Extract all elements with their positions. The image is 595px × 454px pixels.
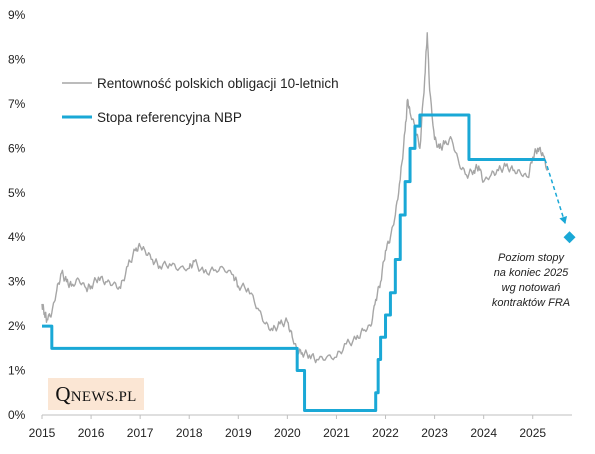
y-tick-label: 7% <box>8 97 26 111</box>
x-tick-label: 2020 <box>274 426 301 440</box>
logo: QNEWS.PL <box>48 378 144 410</box>
y-tick-label: 0% <box>8 408 26 422</box>
y-tick-label: 2% <box>8 319 26 333</box>
y-tick-label: 5% <box>8 186 26 200</box>
y-tick-label: 3% <box>8 275 26 289</box>
x-tick-label: 2015 <box>29 426 56 440</box>
x-tick-label: 2019 <box>225 426 252 440</box>
x-tick-label: 2024 <box>470 426 497 440</box>
forecast-label-line: Poziom stopy <box>498 252 566 264</box>
y-tick-label: 9% <box>8 8 26 22</box>
logo-rest: NEWS.PL <box>70 388 137 405</box>
x-tick-label: 2022 <box>372 426 399 440</box>
x-tick-label: 2023 <box>421 426 448 440</box>
logo-text: QNEWS.PL <box>55 382 136 407</box>
x-tick-label: 2025 <box>519 426 546 440</box>
legend: Rentowność polskich obligacji 10-letnich… <box>62 76 339 125</box>
y-tick-label: 8% <box>8 52 26 66</box>
x-tick-label: 2017 <box>127 426 154 440</box>
forecast-arrow-line <box>544 159 567 225</box>
y-tick-label: 4% <box>8 230 26 244</box>
x-tick-label: 2018 <box>176 426 203 440</box>
logo-letter: Q <box>55 381 71 406</box>
forecast-label-line: kontraktów FRA <box>492 297 570 309</box>
forecast: Poziom stopy na koniec 2025 wg notowań kont… <box>492 159 576 309</box>
series-layer <box>41 32 549 413</box>
x-tick-label: 2021 <box>323 426 350 440</box>
y-tick-label: 6% <box>8 141 26 155</box>
axes: 0% 1% 2% 3% 4% 5% 6% 7% 8% 9% 2015 2016 2017 2018 2019… <box>8 8 572 440</box>
series-line-2 <box>42 113 546 413</box>
forecast-arrow-head <box>559 215 568 224</box>
legend-label-2: Stopa referencyjna NBP <box>97 110 242 125</box>
forecast-label-line: wg notowań <box>502 282 561 294</box>
series-line-1 <box>41 32 549 364</box>
x-tick-label: 2016 <box>78 426 105 440</box>
legend-label-1: Rentowność polskich obligacji 10-letnich <box>97 76 339 91</box>
forecast-label-line: na koniec 2025 <box>494 267 569 279</box>
forecast-point <box>563 231 576 244</box>
y-tick-label: 1% <box>8 364 26 378</box>
